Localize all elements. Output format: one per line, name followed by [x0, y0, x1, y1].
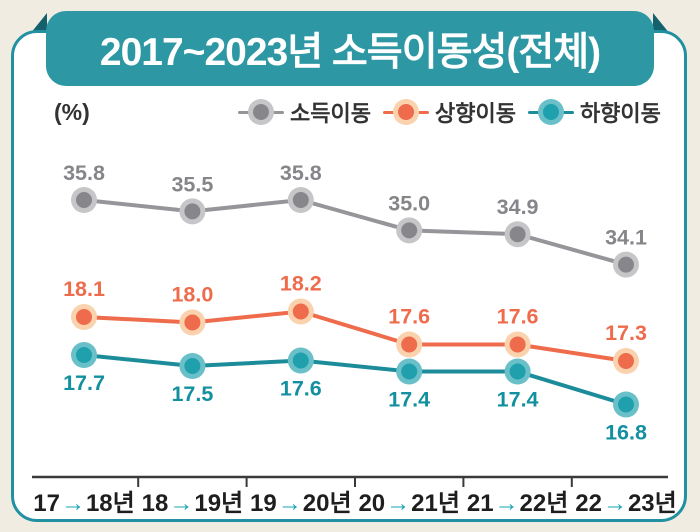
unit-label: (%) — [54, 99, 90, 125]
axis-label-to: 23년 — [627, 490, 677, 517]
legend-item-하향이동: 하향이동 — [527, 96, 661, 128]
legend-label: 하향이동 — [579, 101, 661, 126]
x-axis-label: 18→19년 — [130, 483, 254, 518]
axis-label-to: 18년 — [85, 490, 135, 517]
right-arrow-icon: → — [277, 490, 302, 517]
legend-marker-icon — [238, 97, 284, 127]
x-axis-label: 17→18년 — [22, 483, 146, 518]
axis-label-from: 22 — [575, 490, 602, 517]
right-arrow-icon: → — [386, 490, 411, 517]
chart-title: 2017~2023년 소득이동성(전체) — [99, 30, 601, 74]
axis-label-from: 20 — [358, 490, 386, 517]
x-axis-label: 20→21년 — [347, 483, 471, 518]
legend-item-소득이동: 소득이동 — [238, 96, 371, 128]
chart-card — [11, 30, 687, 522]
axis-label-from: 19 — [250, 490, 277, 517]
legend-label: 소득이동 — [290, 101, 371, 126]
x-axis-label: 22→23년 — [564, 483, 688, 518]
x-axis-label: 19→20년 — [239, 483, 363, 518]
right-arrow-icon: → — [494, 490, 519, 517]
legend-item-상향이동: 상향이동 — [382, 96, 516, 128]
axis-label-from: 21 — [466, 490, 494, 517]
x-axis-label: 21→22년 — [456, 483, 580, 518]
right-arrow-icon: → — [60, 490, 85, 517]
axis-label-to: 22년 — [519, 490, 569, 517]
axis-label-to: 21년 — [411, 490, 460, 517]
legend-marker-icon — [382, 97, 429, 127]
axis-label-from: 17 — [33, 490, 60, 517]
right-arrow-icon: → — [602, 490, 627, 517]
axis-label-from: 18 — [141, 490, 169, 517]
axis-label-to: 20년 — [302, 490, 352, 517]
axis-label-to: 19년 — [194, 490, 244, 517]
legend-label: 상향이동 — [434, 101, 516, 126]
chart-legend: 소득이동 상향이동 하향이동 — [238, 97, 661, 127]
right-arrow-icon: → — [169, 490, 194, 517]
legend-marker-icon — [527, 97, 574, 127]
title-banner: 2017~2023년 소득이동성(전체) — [46, 11, 654, 86]
